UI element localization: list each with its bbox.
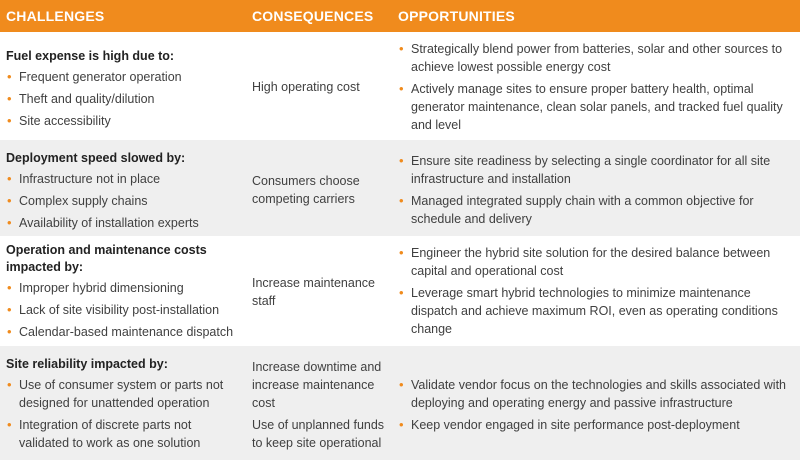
list-item-text: Validate vendor focus on the technologie… bbox=[411, 378, 786, 410]
opportunity-list: • Engineer the hybrid site solution for t… bbox=[398, 244, 794, 338]
list-item: • Frequent generator operation bbox=[6, 68, 242, 86]
list-item: • Strategically blend power from batterie… bbox=[398, 40, 794, 76]
consequence-text: Increase downtime and increase maintenan… bbox=[252, 360, 382, 410]
opportunity-cell: • Engineer the hybrid site solution for t… bbox=[398, 244, 794, 342]
bullet-icon: • bbox=[7, 69, 12, 84]
table-row-operation: Operation and maintenance costs impacted… bbox=[0, 236, 800, 346]
list-item-text: Frequent generator operation bbox=[19, 70, 182, 84]
list-item-text: Integration of discrete parts not valida… bbox=[19, 418, 201, 450]
list-item-text: Site accessibility bbox=[19, 114, 111, 128]
list-item: • Complex supply chains bbox=[6, 192, 242, 210]
bullet-icon: • bbox=[7, 193, 12, 208]
bullet-icon: • bbox=[7, 171, 12, 186]
list-item: • Improper hybrid dimensioning bbox=[6, 279, 242, 297]
consequence-cell: High operating cost bbox=[252, 78, 392, 96]
opportunity-cell: • Strategically blend power from batterie… bbox=[398, 40, 794, 138]
header-challenges: CHALLENGES bbox=[6, 8, 105, 24]
list-item: • Availability of installation experts bbox=[6, 214, 242, 232]
list-item-text: Improper hybrid dimensioning bbox=[19, 281, 184, 295]
list-item-text: Availability of installation experts bbox=[19, 216, 199, 230]
header-consequences: CONSEQUENCES bbox=[252, 8, 374, 24]
consequence-text: Use of unplanned funds to keep site oper… bbox=[252, 418, 385, 450]
bullet-icon: • bbox=[399, 41, 404, 56]
consequence-text: Consumers choose competing carriers bbox=[252, 174, 360, 206]
challenge-cell: Fuel expense is high due to: • Frequent g… bbox=[6, 48, 242, 134]
list-item: • Managed integrated supply chain with a … bbox=[398, 192, 794, 228]
list-item-text: Theft and quality/dilution bbox=[19, 92, 155, 106]
bullet-icon: • bbox=[399, 285, 404, 300]
list-item: • Validate vendor focus on the technologi… bbox=[398, 376, 794, 412]
bullet-icon: • bbox=[399, 417, 404, 432]
list-item-text: Keep vendor engaged in site performance … bbox=[411, 418, 740, 432]
list-item: • Leverage smart hybrid technologies to m… bbox=[398, 284, 794, 338]
list-item-text: Ensure site readiness by selecting a sin… bbox=[411, 154, 771, 186]
opportunity-list: • Ensure site readiness by selecting a si… bbox=[398, 152, 794, 228]
bullet-icon: • bbox=[7, 91, 12, 106]
challenge-title: Fuel expense is high due to: bbox=[6, 49, 175, 63]
list-item: • Site accessibility bbox=[6, 112, 242, 130]
list-item-text: Managed integrated supply chain with a c… bbox=[411, 194, 754, 226]
list-item-text: Infrastructure not in place bbox=[19, 172, 161, 186]
list-item: • Use of consumer system or parts not des… bbox=[6, 376, 242, 412]
opportunity-cell: • Validate vendor focus on the technologi… bbox=[398, 376, 794, 438]
bullet-icon: • bbox=[7, 377, 12, 392]
list-item-text: Strategically blend power from batteries… bbox=[411, 42, 783, 74]
list-item: • Keep vendor engaged in site performance… bbox=[398, 416, 794, 434]
challenge-cell: Site reliability impacted by: • Use of co… bbox=[6, 356, 242, 456]
challenge-list: • Use of consumer system or parts not des… bbox=[6, 376, 242, 452]
list-item: • Ensure site readiness by selecting a si… bbox=[398, 152, 794, 188]
list-item: • Integration of discrete parts not valid… bbox=[6, 416, 242, 452]
header-opportunities: OPPORTUNITIES bbox=[398, 8, 515, 24]
bullet-icon: • bbox=[7, 417, 12, 432]
consequence-text: Increase maintenance staff bbox=[252, 276, 375, 308]
list-item: • Calendar-based maintenance dispatch bbox=[6, 323, 242, 341]
challenge-cell: Operation and maintenance costs impacted… bbox=[6, 242, 242, 345]
consequence-text: High operating cost bbox=[252, 80, 360, 94]
challenge-title: Operation and maintenance costs impacted… bbox=[6, 243, 207, 274]
list-item-text: Use of consumer system or parts not desi… bbox=[19, 378, 224, 410]
bullet-icon: • bbox=[399, 153, 404, 168]
list-item: • Theft and quality/dilution bbox=[6, 90, 242, 108]
opportunity-list: • Validate vendor focus on the technologi… bbox=[398, 376, 794, 434]
list-item-text: Complex supply chains bbox=[19, 194, 148, 208]
bullet-icon: • bbox=[399, 81, 404, 96]
table-row-deployment: Deployment speed slowed by: • Infrastruct… bbox=[0, 140, 800, 236]
bullet-icon: • bbox=[7, 280, 12, 295]
list-item: • Infrastructure not in place bbox=[6, 170, 242, 188]
bullet-icon: • bbox=[7, 324, 12, 339]
consequence-cell: Increase maintenance staff bbox=[252, 274, 392, 310]
opportunity-list: • Strategically blend power from batterie… bbox=[398, 40, 794, 134]
bullet-icon: • bbox=[399, 377, 404, 392]
list-item-text: Calendar-based maintenance dispatch bbox=[19, 325, 234, 339]
challenge-cell: Deployment speed slowed by: • Infrastruct… bbox=[6, 150, 242, 236]
list-item: • Lack of site visibility post-installati… bbox=[6, 301, 242, 319]
bullet-icon: • bbox=[399, 193, 404, 208]
challenge-title: Site reliability impacted by: bbox=[6, 357, 168, 371]
challenge-title: Deployment speed slowed by: bbox=[6, 151, 186, 165]
consequence-cell: Increase downtime and increase maintenan… bbox=[252, 358, 392, 452]
bullet-icon: • bbox=[399, 245, 404, 260]
list-item-text: Engineer the hybrid site solution for th… bbox=[411, 246, 771, 278]
opportunity-cell: • Ensure site readiness by selecting a si… bbox=[398, 152, 794, 232]
list-item: • Actively manage sites to ensure proper … bbox=[398, 80, 794, 134]
table-row-reliability: Site reliability impacted by: • Use of co… bbox=[0, 346, 800, 460]
challenge-list: • Improper hybrid dimensioning • Lack of s… bbox=[6, 279, 242, 341]
table-row-fuel: Fuel expense is high due to: • Frequent g… bbox=[0, 32, 800, 140]
bullet-icon: • bbox=[7, 215, 12, 230]
challenge-list: • Infrastructure not in place • Complex su… bbox=[6, 170, 242, 232]
challenge-list: • Frequent generator operation • Theft and… bbox=[6, 68, 242, 130]
consequence-cell: Consumers choose competing carriers bbox=[252, 172, 392, 208]
table-header: CHALLENGES CONSEQUENCES OPPORTUNITIES bbox=[0, 0, 800, 32]
list-item: • Engineer the hybrid site solution for t… bbox=[398, 244, 794, 280]
list-item-text: Actively manage sites to ensure proper b… bbox=[411, 82, 783, 132]
bullet-icon: • bbox=[7, 302, 12, 317]
list-item-text: Lack of site visibility post-installatio… bbox=[19, 303, 220, 317]
list-item-text: Leverage smart hybrid technologies to mi… bbox=[411, 286, 778, 336]
bullet-icon: • bbox=[7, 113, 12, 128]
